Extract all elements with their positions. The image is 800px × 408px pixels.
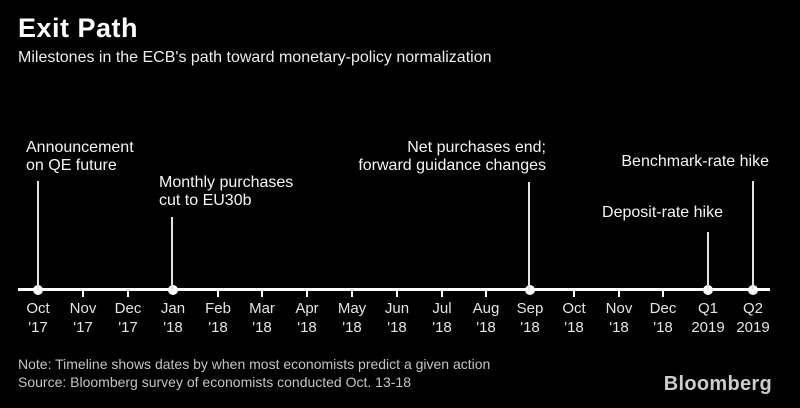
axis-tick-label-year: '18: [476, 319, 496, 336]
event-connector: [37, 181, 39, 290]
bloomberg-logo: Bloomberg: [663, 373, 772, 395]
axis-tick-label-year: '17: [28, 319, 48, 336]
event-connector: [707, 232, 709, 290]
axis-tick: [127, 290, 129, 297]
timeline-event-dot: [748, 285, 758, 295]
axis-tick-label-month: Dec: [649, 300, 677, 317]
event-annotation-line: cut to EU30b: [159, 192, 252, 209]
axis-tick: [351, 290, 353, 297]
axis-tick: [217, 290, 219, 297]
axis-tick: [261, 290, 263, 297]
axis-tick-label-year: '18: [432, 319, 452, 336]
axis-tick-label: Nov '18: [589, 299, 649, 337]
axis-tick-label: Apr '18: [277, 299, 337, 337]
event-connector: [171, 217, 173, 290]
axis-tick-label: Nov '17: [53, 299, 113, 337]
axis-tick-label-month: Apr: [295, 300, 319, 317]
axis-tick-label: Sep '18: [500, 299, 560, 337]
axis-tick: [662, 290, 664, 297]
axis-tick-label: Dec '17: [98, 299, 158, 337]
event-connector: [528, 182, 530, 290]
axis-tick-label-year: '18: [653, 319, 673, 336]
axis-tick-label-month: Q2: [742, 300, 763, 317]
axis-tick-label-month: Jun: [384, 300, 410, 317]
event-annotation-line: Monthly purchases: [159, 174, 294, 191]
event-annotation-line: on QE future: [26, 157, 117, 174]
timeline-event-dot: [168, 285, 178, 295]
axis-tick-label: Feb '18: [188, 299, 248, 337]
axis-tick: [618, 290, 620, 297]
axis-tick-label-month: Jan: [160, 300, 186, 317]
axis-tick-label-year: '18: [163, 319, 183, 336]
axis-tick-label-month: Oct: [562, 300, 586, 317]
axis-tick-label: Jul '18: [412, 299, 472, 337]
axis-tick-label: Q1 2019: [678, 299, 738, 337]
axis-tick-label-month: Q1: [697, 300, 718, 317]
axis-tick-label-year: '18: [342, 319, 362, 336]
timeline-event-dot: [525, 285, 535, 295]
axis-tick-label-month: Feb: [205, 300, 231, 317]
axis-tick-label-month: Jul: [432, 300, 452, 317]
event-annotation-line: Announcement: [26, 139, 134, 156]
axis-tick: [573, 290, 575, 297]
event-annotation-line: Deposit-rate hike: [602, 204, 723, 221]
axis-tick-label: Q2 2019: [723, 299, 783, 337]
event-annotation-line: Benchmark-rate hike: [621, 153, 769, 170]
axis-tick-label-year: '18: [297, 319, 317, 336]
event-annotation-monthly-purchases-cut-to-eu30b: Monthly purchases cut to EU30b: [159, 174, 329, 210]
event-annotation-net-purchases-end-forward-guidance-changes: Net purchases end; forward guidance chang…: [346, 139, 546, 175]
timeline-axis-line: [18, 288, 770, 291]
axis-tick: [306, 290, 308, 297]
axis-tick-label-year: '18: [252, 319, 272, 336]
axis-tick-label-month: Oct: [26, 300, 50, 317]
axis-tick-label-year: '18: [609, 319, 629, 336]
axis-tick-label: Dec '18: [633, 299, 693, 337]
chart-source: Source: Bloomberg survey of economists c…: [18, 374, 411, 390]
axis-tick-label: Oct '18: [544, 299, 604, 337]
axis-tick: [441, 290, 443, 297]
axis-tick-label-month: Mar: [249, 300, 275, 317]
axis-tick-label-month: Aug: [472, 300, 500, 317]
chart-title: Exit Path: [18, 13, 139, 43]
timeline-event-dot: [33, 285, 43, 295]
timeline-event-dot: [703, 285, 713, 295]
axis-tick-label: Oct '17: [8, 299, 68, 337]
axis-tick-label: Jun '18: [367, 299, 427, 337]
axis-tick-label-year: '17: [118, 319, 138, 336]
event-annotation-announcement-on-qe-future: Announcement on QE future: [26, 139, 196, 175]
axis-tick-label-year: 2019: [691, 319, 725, 336]
axis-tick-label: Jan '18: [143, 299, 203, 337]
chart-note: Note: Timeline shows dates by when most …: [18, 356, 491, 372]
event-annotation-deposit-rate-hike: Deposit-rate hike: [523, 204, 723, 222]
axis-tick-label-year: '18: [564, 319, 584, 336]
axis-tick-label-month: Nov: [605, 300, 633, 317]
axis-tick-label-month: Nov: [69, 300, 97, 317]
event-annotation-line: forward guidance changes: [358, 157, 546, 174]
axis-tick-label-year: '18: [208, 319, 228, 336]
axis-tick-label-month: Sep: [516, 300, 544, 317]
axis-tick-label-year: 2019: [736, 319, 770, 336]
axis-tick: [485, 290, 487, 297]
axis-tick-label-month: Dec: [114, 300, 142, 317]
axis-tick-label-year: '18: [520, 319, 540, 336]
axis-tick-label-year: '17: [73, 319, 93, 336]
axis-tick-label: Mar '18: [232, 299, 292, 337]
axis-tick-label-month: May: [337, 300, 367, 317]
axis-tick-label-year: '18: [387, 319, 407, 336]
axis-tick-label: May '18: [322, 299, 382, 337]
event-connector: [752, 181, 754, 290]
axis-tick: [396, 290, 398, 297]
chart-subtitle: Milestones in the ECB's path toward mone…: [18, 49, 492, 66]
event-annotation-line: Net purchases end;: [407, 139, 546, 156]
event-annotation-benchmark-rate-hike: Benchmark-rate hike: [569, 153, 769, 171]
axis-tick: [82, 290, 84, 297]
axis-tick-label: Aug '18: [456, 299, 516, 337]
